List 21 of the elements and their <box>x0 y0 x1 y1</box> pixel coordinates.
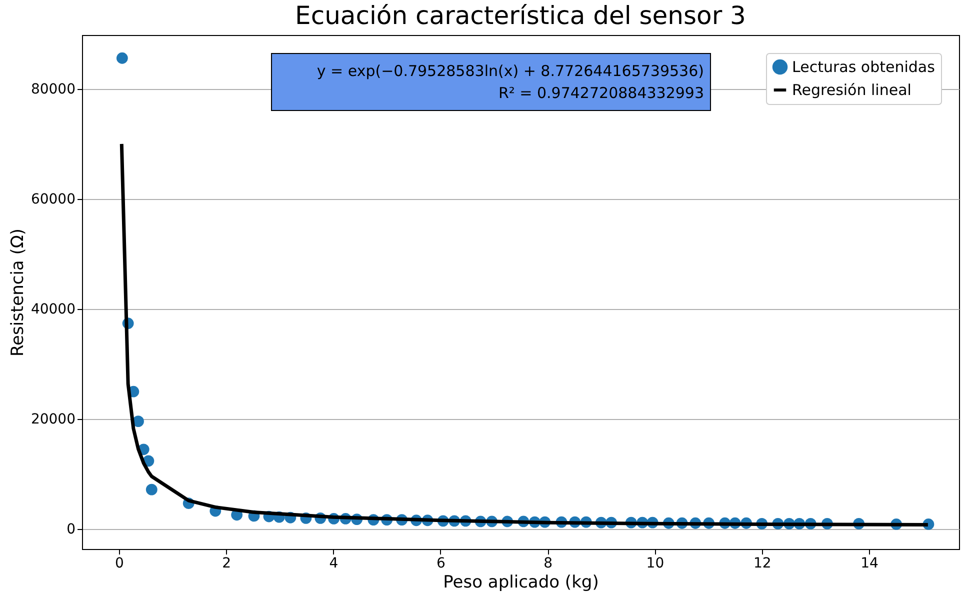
x-tick-label: 2 <box>222 556 232 572</box>
formula-box: y = exp(−0.79528583ln(x) + 8.772644165739536) R² = 0.9742720884332993 <box>271 53 711 111</box>
y-tick-label: 0 <box>66 522 76 538</box>
x-tick-label: 4 <box>329 556 338 572</box>
y-tick-label: 60000 <box>30 191 76 208</box>
x-tick-label: 10 <box>646 556 664 572</box>
y-tick-label: 40000 <box>30 302 76 318</box>
legend-label: Regresión lineal <box>792 81 912 99</box>
y-tick-label: 80000 <box>30 81 76 98</box>
y-tick-label: 20000 <box>30 412 76 428</box>
point <box>146 484 158 496</box>
legend-label: Lecturas obtenidas <box>792 58 936 76</box>
chart-title: Ecuación característica del sensor 3 <box>295 1 746 30</box>
x-tick-label: 12 <box>753 556 772 572</box>
x-tick-label: 14 <box>860 556 878 572</box>
x-tick-label: 8 <box>544 556 553 572</box>
point <box>116 52 128 64</box>
x-tick-label: 6 <box>436 556 446 572</box>
y-axis-title: Resistencia (Ω) <box>8 228 28 356</box>
x-axis-title: Peso aplicado (kg) <box>443 572 599 592</box>
x-tick-label: 0 <box>115 556 124 572</box>
